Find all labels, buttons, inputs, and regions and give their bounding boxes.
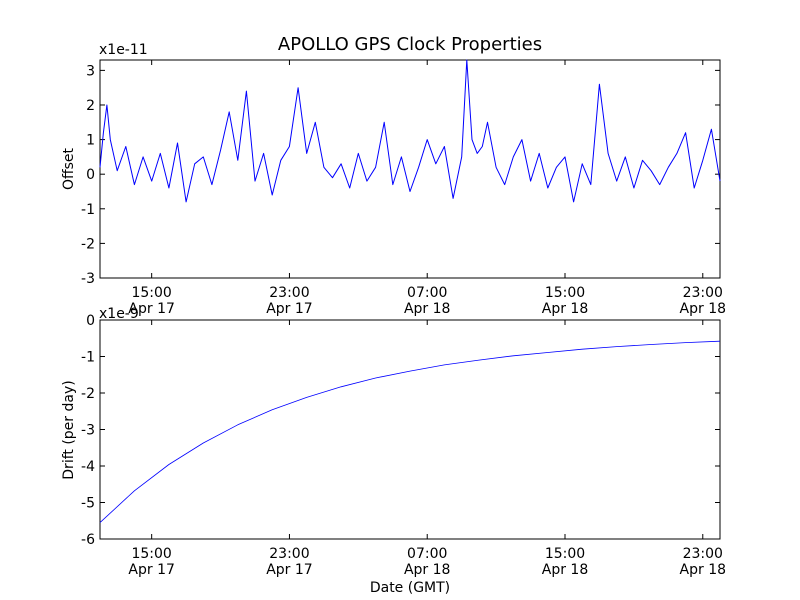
offset-x-tick-date-label: Apr 18 <box>680 301 726 317</box>
drift-x-tick-date-label: Apr 17 <box>266 562 312 578</box>
drift-y-axis-label: Drift (per day) <box>61 380 77 479</box>
offset-y-tick-label: 2 <box>86 98 95 114</box>
drift-y-multiplier: x1e-9 <box>99 306 139 322</box>
drift-y-tick-label: -1 <box>81 350 95 366</box>
offset-y-multiplier: x1e-11 <box>99 42 148 58</box>
offset-x-tick-date-label: Apr 17 <box>266 301 312 317</box>
offset-y-tick-label: 3 <box>86 63 95 79</box>
drift-x-tick-time-label: 23:00 <box>269 546 309 562</box>
offset-series-line-0 <box>99 59 721 203</box>
offset-x-tick-time-label: 23:00 <box>683 285 723 301</box>
drift-x-tick-date-label: Apr 18 <box>404 562 450 578</box>
offset-y-tick-label: 1 <box>86 133 95 149</box>
offset-y-tick-label: -1 <box>81 202 95 218</box>
drift-y-tick-label: -6 <box>81 532 95 548</box>
drift-plot-frame <box>99 319 721 540</box>
drift-y-tick-label: -2 <box>81 386 95 402</box>
drift-x-tick-date-label: Apr 18 <box>542 562 588 578</box>
offset-series-group <box>99 59 721 203</box>
offset-y-ticks: -3 -2 -1 0 1 2 3 <box>81 63 720 287</box>
drift-x-axis-label: Date (GMT) <box>370 580 450 596</box>
chart-title: APOLLO GPS Clock Properties <box>278 34 542 55</box>
offset-x-tick-time-label: 07:00 <box>407 285 447 301</box>
offset-y-tick-label: 0 <box>86 167 95 183</box>
drift-y-tick-label: -4 <box>81 459 95 475</box>
drift-x-tick-time-label: 15:00 <box>545 546 585 562</box>
drift-series-group <box>99 340 721 523</box>
offset-y-tick-label: -2 <box>81 236 95 252</box>
offset-x-tick-time-label: 23:00 <box>269 285 309 301</box>
drift-y-ticks: -6 -5 -4 -3 -2 -1 0 <box>81 313 720 548</box>
drift-y-tick-label: -5 <box>81 496 95 512</box>
offset-x-tick-date-label: Apr 18 <box>404 301 450 317</box>
drift-x-tick-time-label: 07:00 <box>407 546 447 562</box>
offset-y-tick-label: -3 <box>81 271 95 287</box>
drift-x-tick-time-label: 23:00 <box>683 546 723 562</box>
drift-y-tick-label: -3 <box>81 423 95 439</box>
offset-x-tick-date-label: Apr 17 <box>128 301 174 317</box>
offset-plot-frame <box>99 59 721 279</box>
offset-x-tick-time-label: 15:00 <box>545 285 585 301</box>
offset-y-axis-label: Offset <box>61 147 77 190</box>
offset-x-tick-date-label: Apr 18 <box>542 301 588 317</box>
drift-y-tick-label: 0 <box>86 313 95 329</box>
drift-x-tick-time-label: 15:00 <box>131 546 171 562</box>
drift-x-tick-date-label: Apr 18 <box>680 562 726 578</box>
offset-x-tick-time-label: 15:00 <box>131 285 171 301</box>
drift-series-line-0 <box>99 340 721 523</box>
drift-x-tick-date-label: Apr 17 <box>128 562 174 578</box>
